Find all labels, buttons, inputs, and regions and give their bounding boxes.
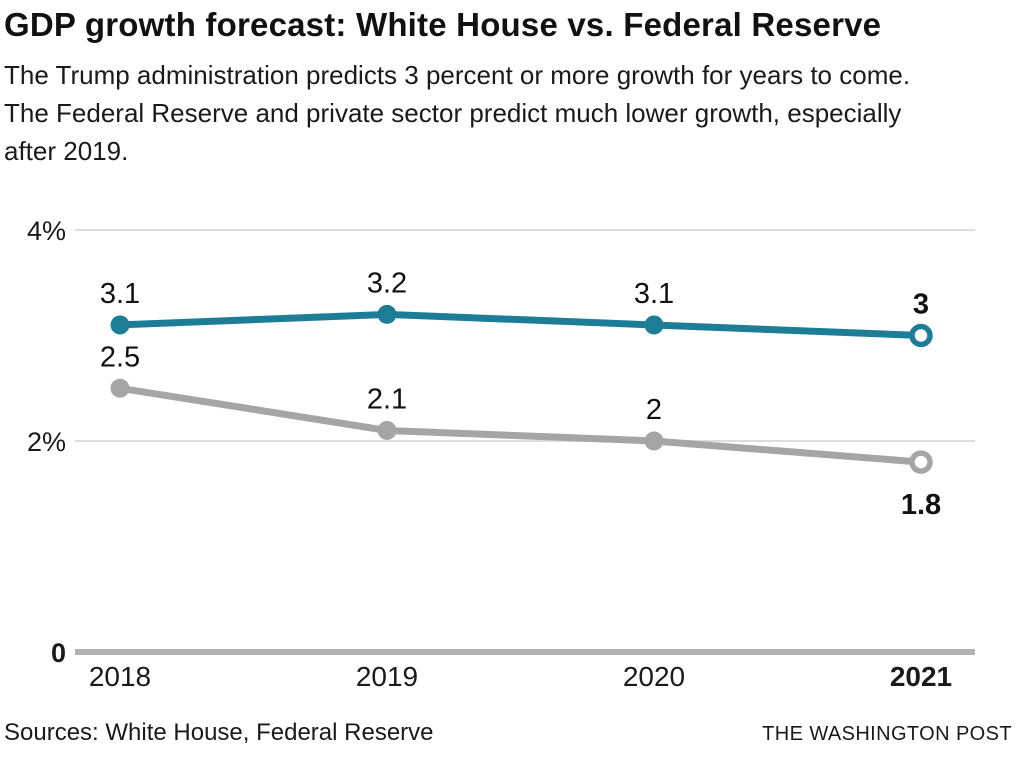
sources-note: Sources: White House, Federal Reserve [4, 719, 434, 746]
data-point [644, 315, 664, 335]
data-point-hollow [909, 323, 933, 348]
series-line [116, 384, 925, 466]
data-point-label: 3.2 [367, 267, 407, 299]
y-axis-tick-label: 4% [27, 216, 66, 246]
chart-area: 4% 2% 0 2018 2019 2020 2021 3.1 3.2 3.1 3 2.5 2.1 2 1.… [0, 198, 1024, 703]
data-point-label: 2.1 [367, 383, 407, 415]
data-point-label: 3.1 [634, 278, 674, 310]
data-point [377, 420, 397, 440]
y-axis-tick-label: 0 [51, 638, 66, 668]
data-point-hollow [909, 450, 933, 474]
x-axis-tick-label: 2019 [356, 661, 418, 692]
publisher-credit: THE WASHINGTON POST [762, 723, 1012, 745]
data-point-label: 2.5 [100, 341, 140, 373]
data-point [644, 431, 664, 451]
data-point [110, 315, 130, 335]
x-axis-tick-label: 2021 [890, 661, 952, 692]
data-point-label: 1.8 [901, 489, 941, 521]
data-point-label: 3.1 [100, 278, 140, 310]
x-axis-tick-label: 2018 [89, 661, 151, 692]
data-point [377, 304, 397, 324]
chart-title: GDP growth forecast: White House vs. Fed… [4, 6, 882, 43]
data-point-label: 2 [646, 394, 662, 426]
data-point [110, 378, 130, 398]
chart-subtitle: The Trump administration predicts 3 perc… [4, 60, 911, 166]
x-axis-tick-label: 2020 [623, 661, 685, 692]
series-line [116, 310, 925, 339]
page-footer: Sources: White House, Federal Reserve TH… [0, 703, 1024, 747]
data-point-label: 3 [913, 289, 929, 321]
y-axis-tick-label: 2% [27, 427, 66, 457]
line-chart-svg: 4% 2% 0 2018 2019 2020 2021 3.1 3.2 3.1 3 2.5 2.1 2 1.… [27, 216, 975, 692]
